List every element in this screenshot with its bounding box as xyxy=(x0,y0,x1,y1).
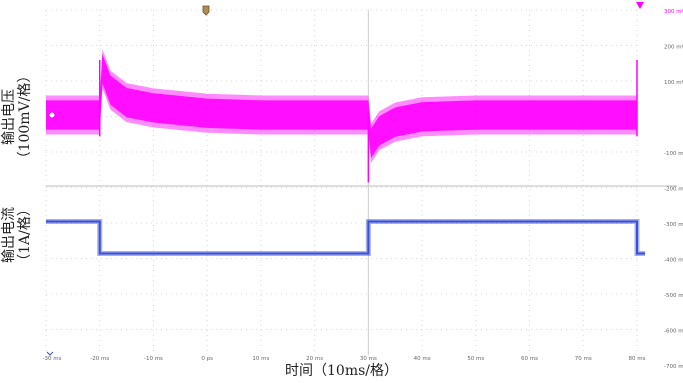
x-tick-label: 20 ms xyxy=(306,356,323,362)
x-tick-label: 50 ms xyxy=(467,356,484,362)
right-tick-label: -600 mV xyxy=(664,329,683,335)
x-tick-label: -30 ms xyxy=(43,356,62,362)
x-tick-label: 70 ms xyxy=(575,356,592,362)
right-tick-label: -500 mV xyxy=(664,293,683,299)
x-axis-label: 时间（10ms/格） xyxy=(285,363,398,379)
channel-1-marker xyxy=(48,111,56,119)
x-tick-label: 60 ms xyxy=(521,356,538,362)
x-tick-label: 30 ms xyxy=(360,356,377,362)
right-tick-label: -200 mV xyxy=(664,187,683,193)
right-axis-ticks: 300 mV 200 mV 100 mV -100 mV -200 mV -300 mV -… xyxy=(664,9,683,370)
right-tick-label: -300 mV xyxy=(664,222,683,228)
trigger-level-icon xyxy=(636,2,644,9)
current-axis-label-line2: （1A/格） xyxy=(17,202,33,268)
current-line xyxy=(46,220,646,255)
current-noise-band xyxy=(46,219,646,256)
trigger-position-icon xyxy=(202,5,210,16)
x-tick-label: 40 ms xyxy=(414,356,431,362)
x-tick-label: -20 ms xyxy=(90,356,109,362)
x-axis-ticks: -30 ms -20 ms -10 ms 0 ps 10 ms 20 ms 30 ms 40 … xyxy=(43,356,646,362)
x-tick-label: 0 ps xyxy=(201,356,213,362)
right-tick-label: -100 mV xyxy=(664,151,683,157)
voltage-trace xyxy=(46,49,638,183)
x-tick-label: 10 ms xyxy=(252,356,269,362)
current-trace xyxy=(46,219,646,256)
x-tick-label: -10 ms xyxy=(144,356,163,362)
right-tick-label: -700 mV xyxy=(664,364,683,370)
voltage-envelope-core xyxy=(46,54,637,159)
current-axis-label: 输出电流 （1A/格） xyxy=(1,165,35,305)
grid xyxy=(45,9,677,355)
right-tick-label: 300 mV xyxy=(664,9,683,15)
horizontal-marker-icon xyxy=(46,351,54,356)
right-tick-label: 100 mV xyxy=(664,80,683,86)
right-tick-label: 200 mV xyxy=(664,45,683,51)
x-tick-label: 80 ms xyxy=(629,356,646,362)
current-axis-label-line1: 输出电流 xyxy=(1,207,17,263)
right-tick-label: -400 mV xyxy=(664,258,683,264)
trace-markers xyxy=(46,2,644,356)
